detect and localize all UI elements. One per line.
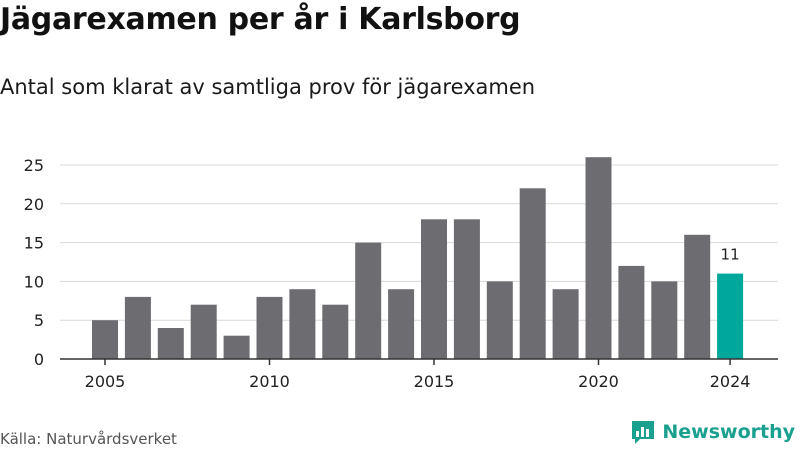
bar [585,157,612,359]
brand-logo: Newsworthy [630,419,795,445]
x-tick-label: 2015 [414,372,455,391]
chart-title: Jägarexamen per år i Karlsborg [0,2,521,37]
data-label: 11 [721,246,740,264]
bar [519,188,546,359]
y-tick-label: 20 [24,195,44,214]
y-tick-label: 15 [24,234,44,253]
bar [355,242,382,359]
x-tick-label: 2010 [249,372,290,391]
x-tick-label: 2020 [578,372,619,391]
bar [256,296,283,359]
chart-subtitle: Antal som klarat av samtliga prov för jä… [0,75,536,99]
bar [552,289,579,359]
bar [157,328,184,359]
bar [92,320,118,359]
y-tick-label: 25 [24,156,44,175]
x-tick-label: 2005 [85,372,126,391]
newsworthy-logo-icon [632,421,655,444]
bar [651,281,678,359]
y-tick-label: 10 [24,272,44,291]
bar [388,289,415,359]
bar-chart: 0 5 10 15 20 25 11 2005 2010 2015 2020 2024 [24,156,778,391]
bar [453,219,480,359]
bar [717,273,744,359]
bar [684,234,711,359]
bar [289,289,316,359]
x-tick-label: 2024 [710,372,751,391]
bar [421,219,447,359]
bar [223,335,250,359]
bar [322,304,349,359]
bar [190,304,217,359]
bar [124,296,151,359]
bar [618,265,645,359]
y-tick-label: 0 [34,350,44,369]
bar [486,281,513,359]
source-note: Källa: Naturvårdsverket [0,430,177,448]
brand-name: Newsworthy [662,421,795,443]
y-tick-label: 5 [34,311,44,330]
